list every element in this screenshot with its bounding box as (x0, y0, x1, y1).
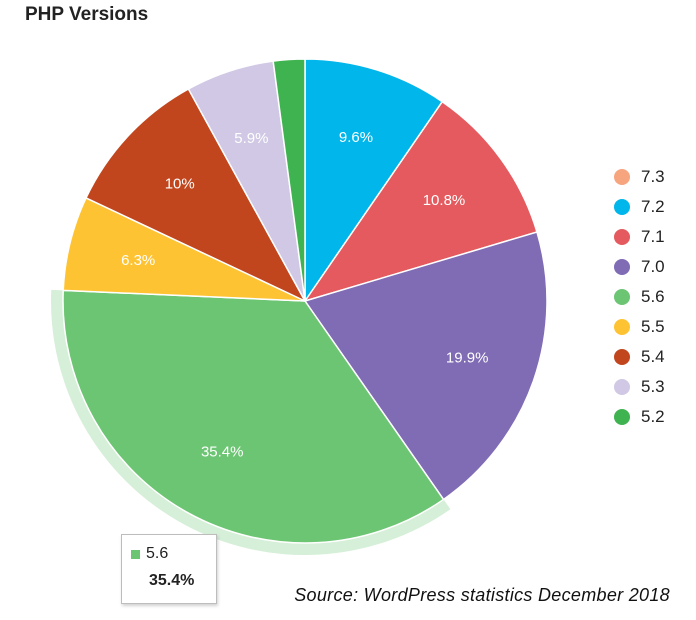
legend-swatch (614, 289, 630, 305)
pie-slice-5-6[interactable] (62, 289, 445, 544)
legend-label: 5.6 (641, 287, 665, 306)
chart-title: PHP Versions (25, 4, 149, 25)
pie-slice-5-2[interactable] (272, 58, 306, 302)
legend-label: 7.0 (641, 257, 665, 276)
legend-label: 5.5 (641, 317, 665, 336)
chart-tooltip: 5.6 35.4% (121, 534, 217, 604)
legend-swatch (614, 169, 630, 185)
legend-label: 7.3 (641, 167, 665, 186)
slice-label-5-6: 35.4% (201, 444, 244, 461)
pie-slice-7-1[interactable] (303, 100, 538, 303)
legend-label: 5.2 (641, 407, 665, 426)
slice-label-7-2: 9.6% (339, 129, 373, 146)
legend-item-7-1[interactable]: 7.1 (614, 222, 690, 252)
chart-legend: 7.3 7.2 7.1 7.0 5.6 5.5 5.4 5.3 5.2 (614, 162, 690, 432)
legend-label: 7.1 (641, 227, 665, 246)
slice-label-5-3: 5.9% (234, 130, 268, 147)
tooltip-swatch (131, 549, 140, 559)
pie-slice-7-2[interactable] (304, 58, 444, 304)
slice-label-5-4: 10% (165, 175, 195, 192)
legend-item-7-0[interactable]: 7.0 (614, 252, 690, 282)
legend-item-5-2[interactable]: 5.2 (614, 402, 690, 432)
legend-item-5-4[interactable]: 5.4 (614, 342, 690, 372)
legend-label: 7.2 (641, 197, 665, 216)
legend-swatch (614, 229, 630, 245)
legend-swatch (614, 379, 630, 395)
legend-swatch (614, 319, 630, 335)
pie-slice-7-0[interactable] (303, 231, 548, 501)
legend-item-5-3[interactable]: 5.3 (614, 372, 690, 402)
slice-label-5-5: 6.3% (121, 252, 155, 269)
legend-swatch (614, 349, 630, 365)
legend-item-5-5[interactable]: 5.5 (614, 312, 690, 342)
legend-swatch (614, 409, 630, 425)
legend-item-7-3[interactable]: 7.3 (614, 162, 690, 192)
tooltip-value: 35.4% (149, 572, 195, 589)
source-note: Source: WordPress statistics December 20… (294, 585, 670, 605)
legend-label: 5.4 (641, 347, 665, 366)
pie-slice-5-4[interactable] (85, 87, 307, 303)
legend-label: 5.3 (641, 377, 665, 396)
legend-item-5-6[interactable]: 5.6 (614, 282, 690, 312)
slice-label-7-1: 10.8% (423, 192, 466, 209)
tooltip-label: 5.6 (146, 545, 169, 562)
slice-label-7-0: 19.9% (446, 350, 489, 367)
legend-swatch (614, 259, 630, 275)
legend-swatch (614, 199, 630, 215)
legend-item-7-2[interactable]: 7.2 (614, 192, 690, 222)
